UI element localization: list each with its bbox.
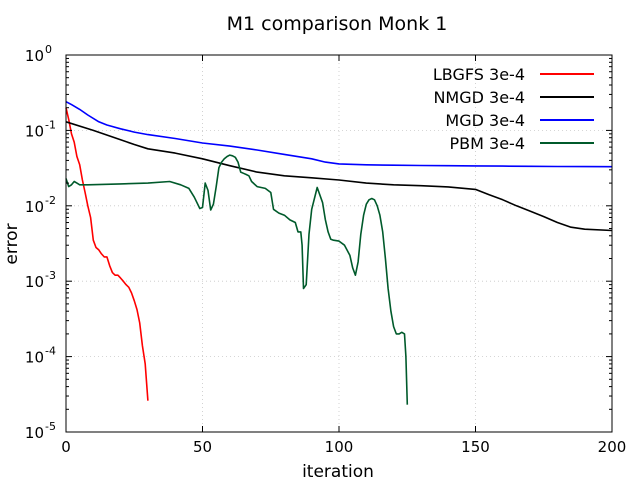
x-tick-label: 100 (325, 438, 354, 456)
x-axis-label: iteration (302, 462, 374, 480)
y-tick-label: 10 (25, 122, 44, 140)
x-tick-label: 150 (461, 438, 490, 456)
y-tick-label: 10 (25, 349, 44, 367)
y-tick-exponent: -5 (45, 420, 56, 433)
legend-label: NMGD 3e-4 (433, 88, 525, 107)
legend-label: MGD 3e-4 (445, 111, 525, 130)
y-tick-label: 10 (25, 198, 44, 216)
y-tick-exponent: 0 (45, 43, 52, 56)
chart-title: M1 comparison Monk 1 (227, 13, 448, 35)
series-line-mgd-3e-4 (65, 100, 613, 168)
y-tick-exponent: -4 (45, 345, 56, 358)
y-tick-exponent: -1 (45, 118, 56, 131)
y-tick-exponent: -2 (45, 194, 56, 207)
series-lines (65, 100, 613, 405)
x-tick-label: 50 (193, 438, 212, 456)
x-tick-label: 200 (598, 438, 627, 456)
grid (66, 55, 612, 432)
series-line-lbgfs-3e-4 (65, 107, 149, 401)
y-tick-label: 10 (25, 273, 44, 291)
x-tick-label: 0 (61, 438, 71, 456)
series-line-nmgd-3e-4 (65, 121, 613, 232)
legend-label: PBM 3e-4 (450, 134, 526, 153)
series-line-pbm-3e-4 (65, 154, 409, 405)
y-tick-label: 10 (25, 424, 44, 442)
y-tick-label: 10 (25, 47, 44, 65)
y-tick-exponent: -3 (45, 269, 56, 282)
legend-label: LBGFS 3e-4 (433, 65, 525, 84)
y-axis-label: error (2, 223, 22, 264)
legend: LBGFS 3e-4 NMGD 3e-4 MGD 3e-4 PBM 3e-4 (433, 65, 594, 153)
